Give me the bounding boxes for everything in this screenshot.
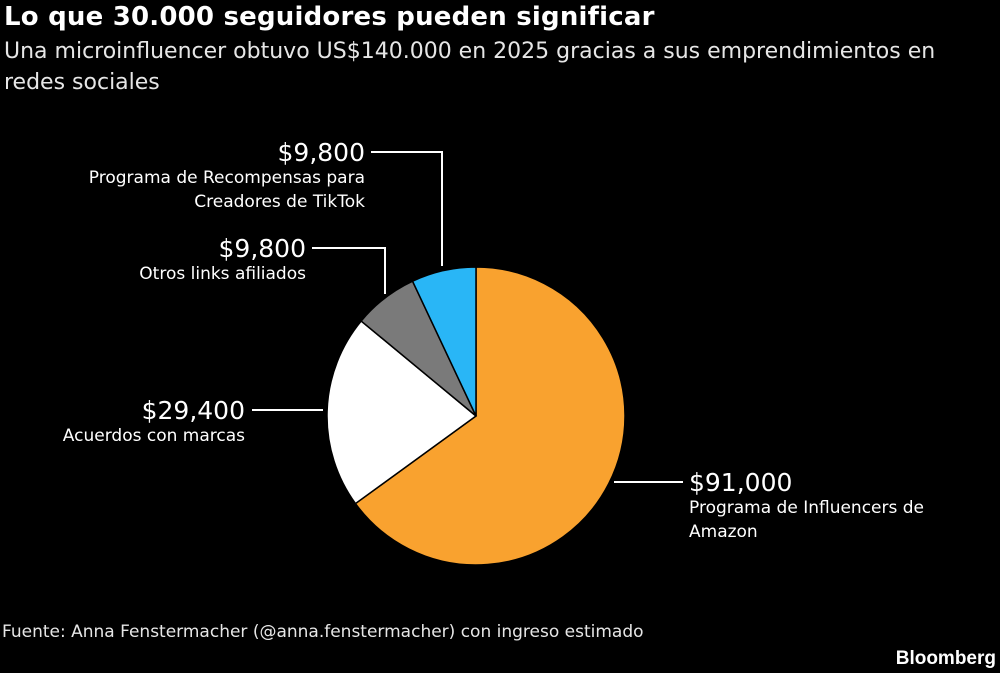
data-label-value: $9,800 xyxy=(219,234,306,263)
source-note: Fuente: Anna Fenstermacher (@anna.fenste… xyxy=(2,622,644,642)
leader-line xyxy=(312,247,386,294)
chart-subtitle: Una microinfluencer obtuvo US$140.000 en… xyxy=(4,39,936,95)
data-label-category: Programa de Recompensas para xyxy=(89,168,365,188)
data-label-category: Acuerdos con marcas xyxy=(63,426,245,446)
data-label-value: $91,000 xyxy=(689,468,792,497)
data-label-category: Programa de Influencers de xyxy=(689,498,924,518)
data-label-value: $9,800 xyxy=(278,138,365,167)
data-label-category: Otros links afiliados xyxy=(139,264,306,284)
chart-title: Lo que 30.000 seguidores pueden signific… xyxy=(4,2,655,32)
pie-slice xyxy=(354,266,626,566)
data-label-category: Creadores de TikTok xyxy=(194,192,365,212)
leader-line xyxy=(371,151,443,266)
bloomberg-logo: Bloomberg xyxy=(895,648,996,669)
pie-slice xyxy=(326,319,478,505)
data-label-category: Amazon xyxy=(689,522,758,542)
data-label-value: $29,400 xyxy=(142,396,245,425)
pie-slice xyxy=(411,266,477,417)
